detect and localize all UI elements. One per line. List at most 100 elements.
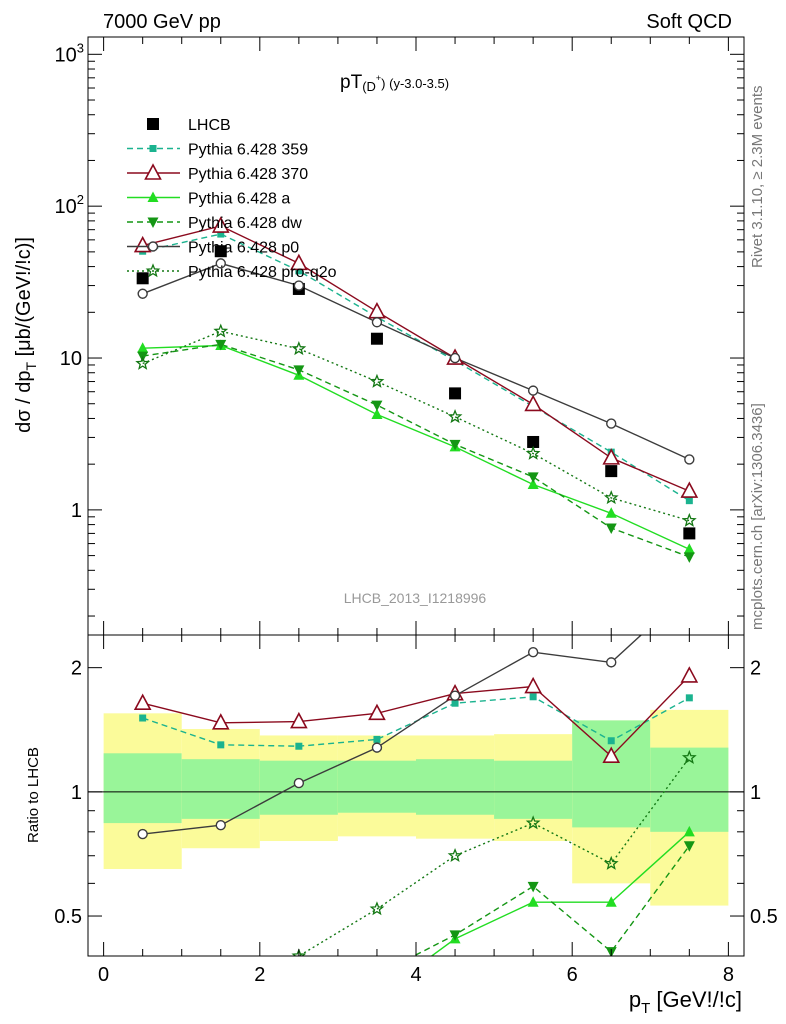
main-point-pp0-7 (684, 454, 695, 465)
main-point-pdw-1 (215, 339, 227, 351)
ratio-ytick-label-right-2: 2 (750, 658, 761, 680)
ratio-point-p370-7 (680, 666, 699, 683)
main-point-lhcb-1 (214, 245, 227, 258)
main-line-p359 (142, 233, 690, 502)
main-point-pdw-4 (449, 439, 461, 451)
main-point-pq2o-5 (525, 445, 541, 460)
main-point-lhcb-0 (136, 272, 149, 285)
legend-item-pa: Pythia 6.428 a (127, 191, 290, 208)
main-point-pq2o-7 (681, 512, 697, 527)
ratio-band-stat-4 (416, 759, 495, 815)
ratio-point-pdw-7 (683, 841, 695, 852)
header-left: 7000 GeV pp (103, 11, 221, 33)
ratio-point-p359-6 (607, 737, 615, 745)
main-point-lhcb-7 (683, 527, 696, 540)
xtick-label-1: 2 (254, 964, 265, 986)
main-point-pp0-4 (449, 352, 461, 364)
main-point-p359-1 (217, 230, 225, 238)
legend-label-pq2o: Pythia 6.428 pro-q2o (188, 264, 337, 281)
legend-marker-pdw (147, 217, 159, 228)
main-point-pdw-5 (527, 472, 539, 483)
title-sup: + (376, 73, 381, 83)
main-point-pa-7 (683, 543, 695, 554)
main-point-pa-0 (137, 342, 149, 353)
ratio-point-p359-4 (451, 699, 459, 707)
ratio-point-pdw-5 (527, 881, 539, 893)
main-line-pdw (142, 343, 690, 558)
main-line-p370 (142, 225, 690, 492)
main-point-p370-6 (602, 448, 621, 465)
ratio-point-pp0-6 (606, 657, 617, 668)
ratio-point-p359-5 (529, 693, 537, 701)
main-point-p370-2 (290, 253, 308, 271)
main-curves (142, 225, 690, 558)
main-point-pdw-6 (605, 523, 617, 534)
ratio-ytick-label-right-0: 0.5 (750, 906, 778, 928)
legend-item-p359: Pythia 6.428 359 (127, 142, 308, 159)
main-point-pdw-3 (371, 400, 383, 412)
ratio-point-pa-6 (605, 896, 617, 907)
main-point-p370-3 (368, 301, 386, 319)
ratio-point-pdw-2 (293, 1009, 304, 1020)
ratio-point-pp0-1 (215, 820, 226, 831)
ratio-band-stat-6 (572, 720, 651, 828)
legend-marker-pa (147, 191, 159, 202)
ratio-point-pq2o-3 (369, 901, 385, 916)
xlabel-sub: T (641, 1000, 650, 1017)
analysis-id: LHCB_2013_I1218996 (344, 590, 487, 606)
ratio-line-pa (430, 831, 690, 956)
main-line-pq2o (142, 330, 690, 522)
ratio-point-pdw-4 (449, 930, 461, 941)
rivet-label: Rivet 3.1.10, ≥ 2.3M events (749, 86, 766, 269)
ratio-ytick-label-right-1: 1 (750, 782, 761, 804)
legend-label-pp0: Pythia 6.428 p0 (188, 240, 299, 257)
main-point-pq2o-6 (603, 490, 619, 505)
ratio-point-pq2o-1 (215, 1002, 226, 1013)
main-point-lhcb-3 (370, 332, 383, 345)
ratio-band-stat-5 (494, 760, 573, 819)
title-main: pT (340, 72, 363, 93)
ratio-point-p359-0 (139, 714, 147, 722)
ylabel-main: dσ / dp (13, 371, 35, 433)
ratio-point-pq2o-5 (525, 815, 541, 830)
ratio-point-pa-3 (371, 990, 382, 1001)
main-point-pp0-2 (293, 280, 305, 291)
ratio-point-pq2o-0 (137, 1020, 148, 1024)
main-point-pa-5 (527, 478, 539, 489)
ratio-point-p370-0 (133, 693, 152, 711)
main-point-pq2o-3 (369, 373, 385, 388)
main-point-p370-7 (680, 481, 699, 498)
ratio-point-pp0-5 (527, 647, 539, 658)
ratio-plot: 0.5 0.5 1 1 2 2 0 2 4 6 8 Ratio to LHCB pT [GeV!/!… (25, 634, 778, 1024)
ratio-point-pq2o-7 (681, 749, 697, 764)
ratio-ytick-label-2: 2 (71, 658, 82, 680)
legend-label-p359: Pythia 6.428 359 (188, 142, 308, 159)
ratio-point-pdw-3 (371, 970, 382, 981)
ratio-point-pp0-0 (137, 828, 148, 840)
ratio-markers (133, 647, 699, 1024)
ratio-ytick-label-0: 0.5 (54, 906, 82, 928)
ratio-point-pa-2 (293, 1020, 304, 1024)
xlabel-main: p (629, 987, 641, 1012)
main-ytick-label-0: 1 (71, 500, 82, 522)
ratio-point-p370-1 (211, 713, 230, 730)
mcplots-label: mcplots.cern.ch [arXiv:1306.3436] (749, 403, 766, 630)
legend-label-pdw: Pythia 6.428 dw (188, 215, 302, 232)
ratio-point-p359-1 (217, 741, 225, 749)
main-point-lhcb-5 (527, 435, 540, 448)
main-ytick-label-3: 103 (55, 40, 84, 66)
main-point-pq2o-4 (447, 409, 463, 424)
main-point-pdw-7 (683, 552, 695, 563)
ratio-point-p370-3 (368, 703, 386, 721)
ratio-axes: 0.5 0.5 1 1 2 2 0 2 4 6 8 (54, 635, 778, 986)
ratio-point-pp0-3 (371, 742, 383, 753)
main-axes: 1 10 102 103 (55, 37, 744, 635)
xtick-label-0: 0 (98, 964, 109, 986)
ratio-ytick-label-1: 1 (71, 782, 82, 804)
main-ytick-label-1: 10 (60, 348, 82, 370)
legend-label-lhcb: LHCB (188, 117, 231, 134)
main-point-pq2o-0 (135, 355, 151, 370)
ratio-point-pa-5 (527, 896, 539, 907)
legend-label-p370: Pythia 6.428 370 (188, 166, 308, 183)
ratio-bands (103, 709, 729, 906)
